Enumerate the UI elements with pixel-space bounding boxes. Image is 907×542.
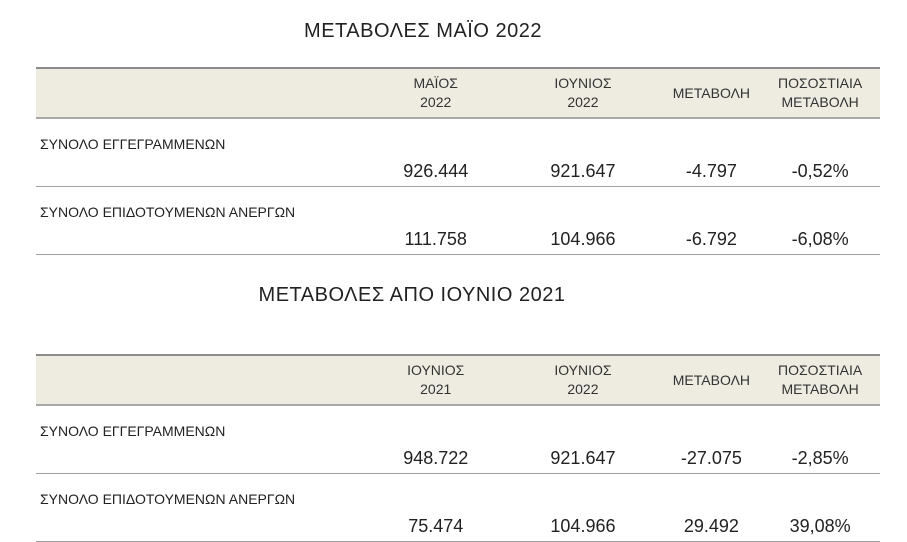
cell-value: 111.758 (368, 186, 504, 255)
column-header (36, 67, 369, 119)
column-header: ΠΟΣΟΣΤΙΑΙΑ ΜΕΤΑΒΟΛΗ (760, 67, 880, 119)
section-title: ΜΕΤΑΒΟΛΕΣ ΜΑΪΟ 2022 (304, 20, 542, 42)
column-header: ΙΟΥΝΙΟΣ 2021 (368, 354, 504, 406)
cell-value: 926.444 (368, 118, 504, 187)
cell-value: 29.492 (662, 473, 761, 542)
cell-value: 921.647 (503, 118, 663, 187)
column-header: ΙΟΥΝΙΟΣ 2022 (503, 354, 663, 406)
cell-value: -6.792 (662, 186, 761, 255)
change-table: ΜΑΪΟΣ 2022 ΙΟΥΝΙΟΣ 2022 ΜΕΤΑΒΟΛΗ ΠΟΣΟΣΤΙΑΙΑ… (36, 67, 880, 255)
cell-value: -27.075 (662, 405, 761, 474)
row-label: ΣΥΝΟΛΟ ΕΠΙΔΟΤΟΥΜΕΝΩΝ ΑΝΕΡΓΩΝ (36, 186, 369, 255)
header-row: ΜΑΪΟΣ 2022 ΙΟΥΝΙΟΣ 2022 ΜΕΤΑΒΟΛΗ ΠΟΣΟΣΤΙΑΙΑ… (36, 67, 880, 119)
cell-value: 948.722 (368, 405, 504, 474)
table-row: ΣΥΝΟΛΟ ΕΠΙΔΟΤΟΥΜΕΝΩΝ ΑΝΕΡΓΩΝ 75.474 104.96… (36, 473, 880, 542)
cell-value: -2,85% (760, 405, 880, 474)
cell-value: -0,52% (760, 118, 880, 187)
header-row: ΙΟΥΝΙΟΣ 2021 ΙΟΥΝΙΟΣ 2022 ΜΕΤΑΒΟΛΗ ΠΟΣΟΣΤΙΑ… (36, 354, 880, 406)
cell-value: 921.647 (503, 405, 663, 474)
cell-value: 39,08% (760, 473, 880, 542)
column-header (36, 354, 369, 406)
cell-value: 75.474 (368, 473, 504, 542)
cell-value: -4.797 (662, 118, 761, 187)
cell-value: -6,08% (760, 186, 880, 255)
table-row: ΣΥΝΟΛΟ ΕΠΙΔΟΤΟΥΜΕΝΩΝ ΑΝΕΡΓΩΝ 111.758 104.9… (36, 186, 880, 255)
cell-value: 104.966 (503, 473, 663, 542)
table-row: ΣΥΝΟΛΟ ΕΓΓΕΓΡΑΜΜΕΝΩΝ 926.444 921.647 -4.797… (36, 118, 880, 187)
column-header: ΙΟΥΝΙΟΣ 2022 (503, 67, 663, 119)
column-header: ΜΕΤΑΒΟΛΗ (662, 67, 761, 119)
column-header: ΜΕΤΑΒΟΛΗ (662, 354, 761, 406)
row-label: ΣΥΝΟΛΟ ΕΠΙΔΟΤΟΥΜΕΝΩΝ ΑΝΕΡΓΩΝ (36, 473, 369, 542)
row-label: ΣΥΝΟΛΟ ΕΓΓΕΓΡΑΜΜΕΝΩΝ (36, 118, 369, 187)
row-label: ΣΥΝΟΛΟ ΕΓΓΕΓΡΑΜΜΕΝΩΝ (36, 405, 369, 474)
column-header: ΠΟΣΟΣΤΙΑΙΑ ΜΕΤΑΒΟΛΗ (760, 354, 880, 406)
change-table: ΙΟΥΝΙΟΣ 2021 ΙΟΥΝΙΟΣ 2022 ΜΕΤΑΒΟΛΗ ΠΟΣΟΣΤΙΑ… (36, 354, 880, 542)
column-header: ΜΑΪΟΣ 2022 (368, 67, 504, 119)
cell-value: 104.966 (503, 186, 663, 255)
section-title: ΜΕΤΑΒΟΛΕΣ ΑΠΟ ΙΟΥΝΙΟ 2021 (258, 284, 566, 306)
table-row: ΣΥΝΟΛΟ ΕΓΓΕΓΡΑΜΜΕΝΩΝ 948.722 921.647 -27.07… (36, 405, 880, 474)
